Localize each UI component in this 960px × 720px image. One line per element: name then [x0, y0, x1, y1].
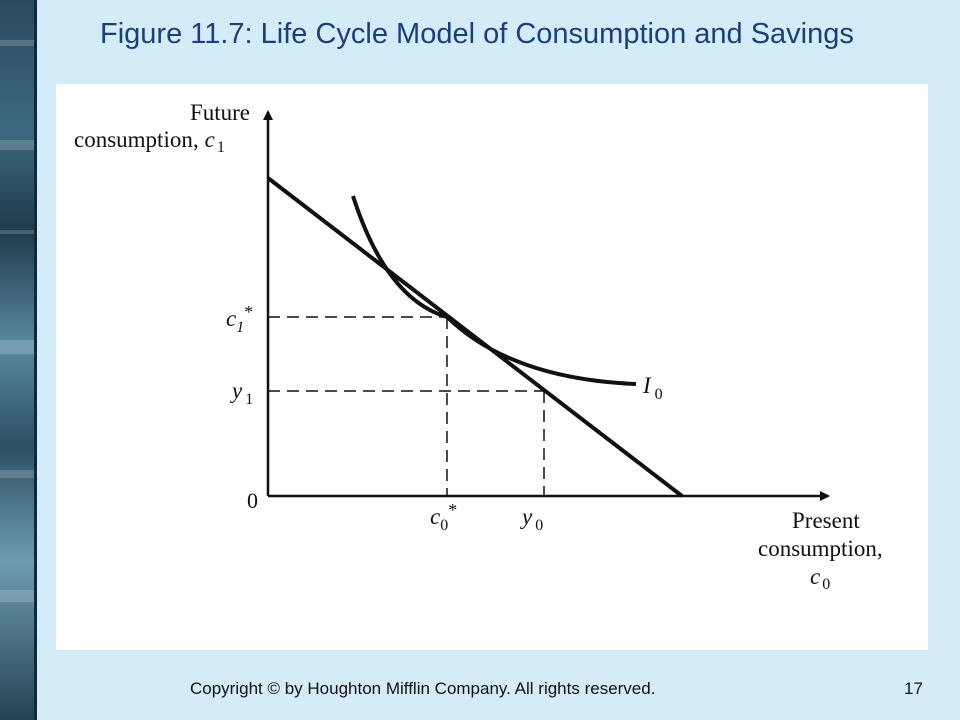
slide-title: Figure 11.7: Life Cycle Model of Consump… — [100, 18, 854, 50]
strip-stripe — [0, 230, 34, 234]
c1-star-label: c1* — [226, 302, 253, 336]
life-cycle-diagram: Future consumption, c 1 Present consumptio… — [74, 100, 883, 593]
x-axis-label-line2: consumption, — [758, 536, 883, 561]
footer-copyright: Copyright © by Houghton Mifflin Company.… — [190, 679, 656, 698]
figure-panel: Future consumption, c 1 Present consumptio… — [56, 84, 928, 650]
strip-stripe — [0, 140, 34, 150]
left-decorative-strip — [0, 0, 34, 720]
y-axis-label-line2: consumption, c 1 — [74, 127, 225, 156]
x-axis-label-line1: Present — [792, 508, 860, 533]
strip-stripe — [0, 340, 34, 354]
strip-stripe — [0, 40, 34, 46]
left-edge-line — [34, 0, 37, 720]
indifference-curve — [351, 195, 637, 386]
strip-stripe — [0, 590, 34, 602]
y-axis-label-line1: Future — [190, 100, 250, 125]
strip-stripe — [0, 470, 34, 478]
budget-line — [266, 176, 684, 498]
footer-page-number: 17 — [904, 679, 923, 698]
c0-star-label: c0* — [430, 500, 457, 534]
origin-label: 0 — [247, 488, 258, 513]
